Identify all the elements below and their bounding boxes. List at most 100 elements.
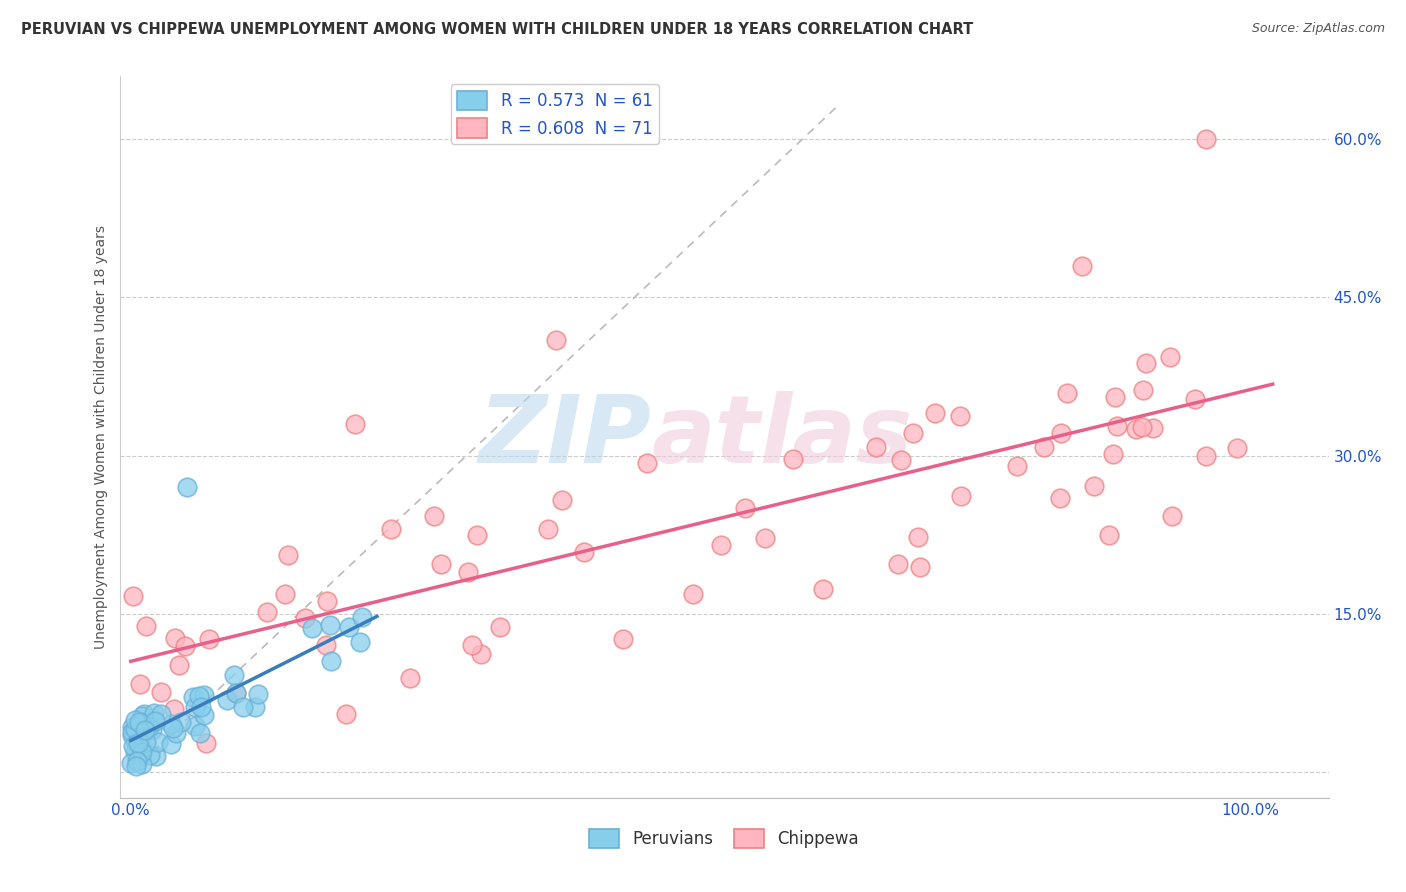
Point: [301, 621, 323, 635]
Point: [572, 545, 595, 559]
Point: [277, 548, 299, 562]
Point: [150, 707, 173, 722]
Point: [121, 720, 143, 734]
Point: [129, 744, 152, 758]
Point: [163, 702, 186, 716]
Point: [294, 611, 316, 625]
Point: [637, 456, 659, 470]
Point: [129, 742, 152, 756]
Point: [315, 638, 337, 652]
Point: [138, 720, 160, 734]
Point: [319, 617, 342, 632]
Point: [316, 594, 339, 608]
Point: [489, 619, 512, 633]
Point: [225, 685, 247, 699]
Point: [135, 618, 157, 632]
Point: [1132, 384, 1154, 398]
Point: [127, 736, 149, 750]
Point: [924, 406, 946, 420]
Point: [135, 735, 157, 749]
Point: [139, 748, 162, 763]
Point: [125, 754, 148, 768]
Legend: Peruvians, Chippewa: Peruvians, Chippewa: [582, 822, 866, 855]
Point: [865, 440, 887, 454]
Point: [143, 714, 166, 729]
Point: [901, 425, 924, 440]
Point: [141, 723, 163, 737]
Point: [146, 734, 169, 748]
Point: [1184, 392, 1206, 406]
Point: [160, 737, 183, 751]
Point: [536, 522, 558, 536]
Point: [125, 737, 148, 751]
Point: [546, 333, 568, 347]
Point: [131, 745, 153, 759]
Point: [184, 719, 207, 733]
Point: [225, 686, 247, 700]
Point: [132, 707, 155, 722]
Point: [232, 700, 254, 714]
Point: [1194, 132, 1216, 146]
Point: [682, 586, 704, 600]
Point: [1125, 422, 1147, 436]
Point: [190, 700, 212, 714]
Point: [193, 689, 215, 703]
Point: [1056, 385, 1078, 400]
Point: [710, 538, 733, 552]
Point: [194, 736, 217, 750]
Point: [461, 638, 484, 652]
Point: [612, 632, 634, 646]
Point: [380, 522, 402, 536]
Point: [754, 531, 776, 545]
Text: ZIP: ZIP: [478, 391, 651, 483]
Point: [120, 756, 142, 770]
Point: [949, 490, 972, 504]
Point: [129, 717, 152, 731]
Point: [949, 409, 972, 423]
Point: [132, 717, 155, 731]
Text: Source: ZipAtlas.com: Source: ZipAtlas.com: [1251, 22, 1385, 36]
Point: [190, 726, 212, 740]
Point: [183, 700, 205, 714]
Point: [470, 647, 492, 661]
Point: [399, 671, 422, 685]
Point: [811, 582, 834, 596]
Point: [1033, 440, 1056, 454]
Point: [122, 739, 145, 754]
Point: [887, 557, 910, 571]
Point: [134, 723, 156, 737]
Point: [319, 654, 342, 668]
Point: [1104, 390, 1126, 404]
Point: [1101, 447, 1123, 461]
Point: [256, 605, 278, 619]
Point: [143, 706, 166, 720]
Point: [335, 706, 357, 721]
Point: [1049, 491, 1071, 506]
Point: [176, 480, 198, 494]
Y-axis label: Unemployment Among Women with Children Under 18 years: Unemployment Among Women with Children U…: [94, 225, 108, 649]
Point: [1071, 259, 1094, 273]
Point: [124, 722, 146, 736]
Point: [1159, 350, 1181, 364]
Point: [908, 560, 931, 574]
Point: [782, 451, 804, 466]
Point: [1142, 421, 1164, 435]
Point: [162, 721, 184, 735]
Point: [1226, 441, 1249, 455]
Point: [170, 715, 193, 730]
Point: [1098, 528, 1121, 542]
Point: [349, 634, 371, 648]
Point: [1135, 356, 1157, 370]
Point: [222, 668, 245, 682]
Point: [243, 700, 266, 714]
Point: [457, 565, 479, 579]
Point: [198, 632, 221, 646]
Point: [121, 725, 143, 739]
Point: [247, 687, 270, 701]
Text: atlas: atlas: [651, 391, 912, 483]
Point: [907, 530, 929, 544]
Point: [188, 690, 211, 704]
Point: [465, 528, 488, 542]
Point: [343, 417, 366, 431]
Text: PERUVIAN VS CHIPPEWA UNEMPLOYMENT AMONG WOMEN WITH CHILDREN UNDER 18 YEARS CORRE: PERUVIAN VS CHIPPEWA UNEMPLOYMENT AMONG …: [21, 22, 973, 37]
